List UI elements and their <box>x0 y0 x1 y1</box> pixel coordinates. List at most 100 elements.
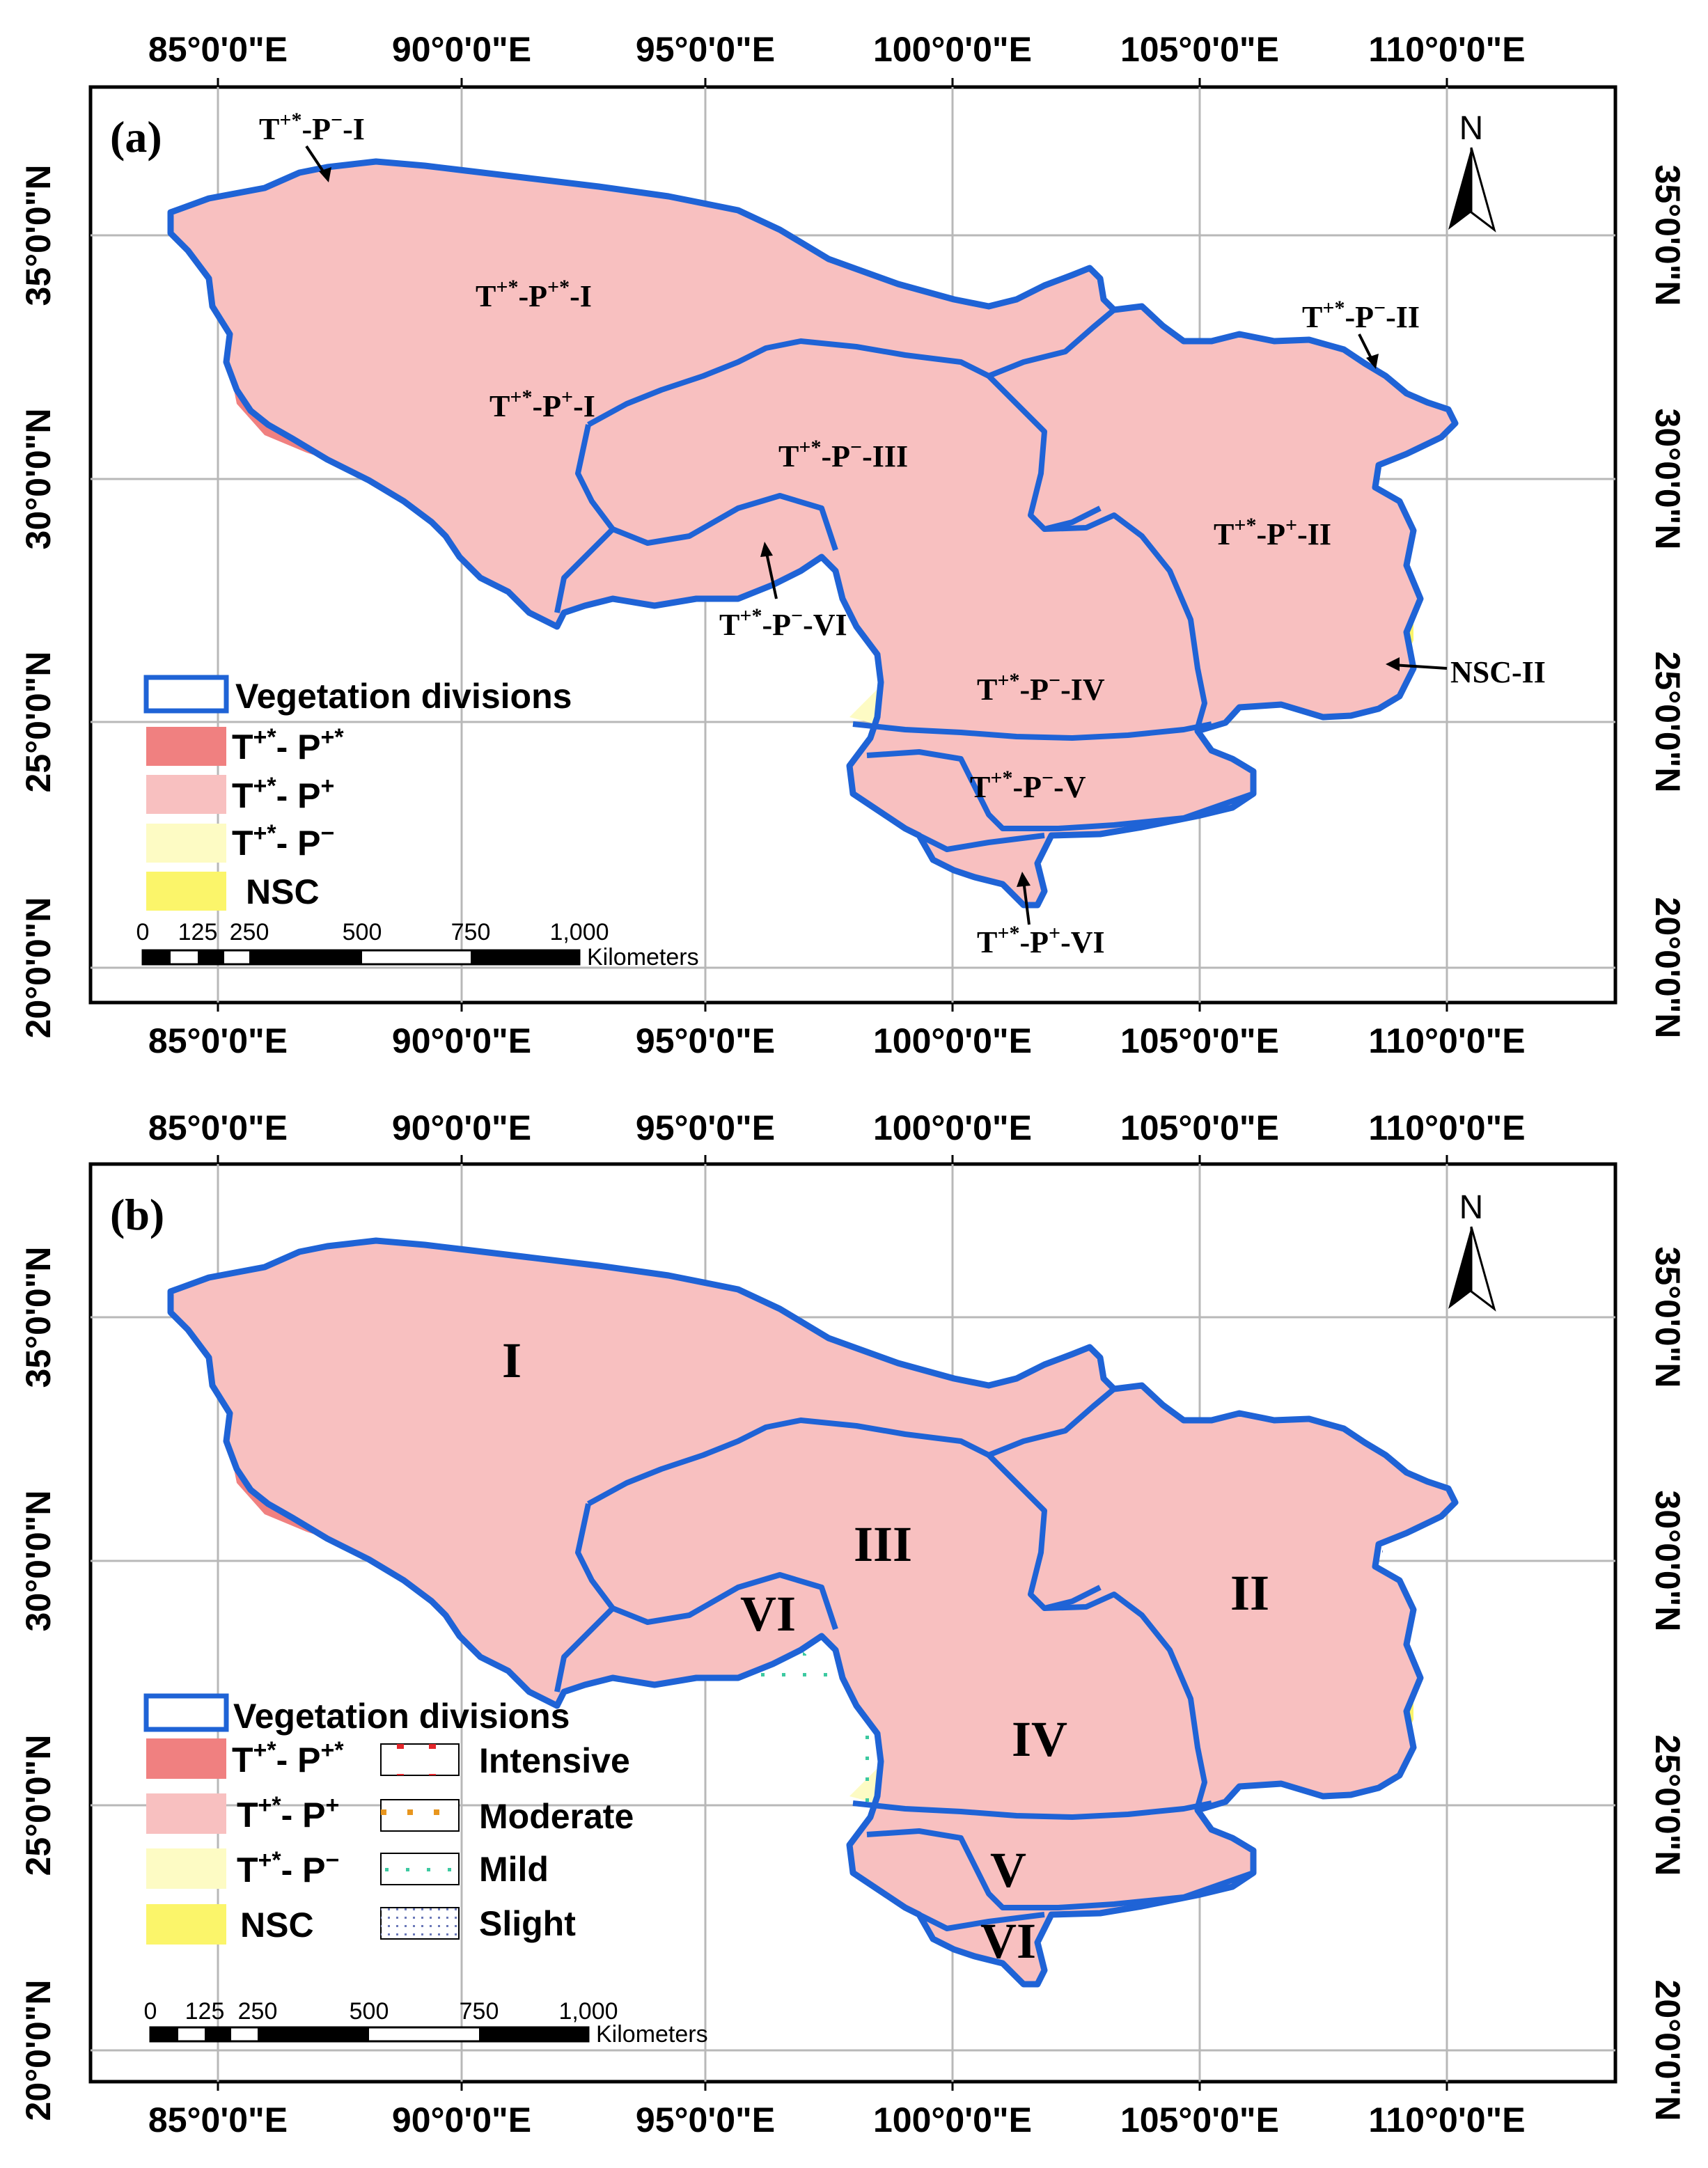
region-label: VI <box>980 1913 1036 1969</box>
lat-label: 25°0'0"N <box>19 1735 58 1876</box>
legend-label: Vegetation divisions <box>235 677 572 716</box>
region-label: T+*-P−-II <box>1302 297 1420 334</box>
right-latitude-labels: 35°0'0"N 30°0'0"N 25°0'0"N 20°0'0"N <box>1648 165 1687 1039</box>
bottom-longitude-labels-a: 85°0'0"E 90°0'0"E 95°0'0"E 100°0'0"E 105… <box>148 1021 1526 1060</box>
lat-label: 20°0'0"N <box>19 1980 58 2121</box>
lat-label: 25°0'0"N <box>1648 652 1687 793</box>
lon-label: 110°0'0"E <box>1368 2100 1525 2139</box>
north-arrow-icon: N <box>1448 110 1496 233</box>
svg-text:0: 0 <box>144 1998 157 2025</box>
lat-label: 30°0'0"N <box>1648 409 1687 550</box>
svg-text:0: 0 <box>136 919 150 945</box>
legend-label: NSC <box>240 1906 314 1945</box>
legend-b: Vegetation divisions T+*- P+* T+*- P+ T+… <box>143 1693 634 1945</box>
legend-label: T+*- P+ <box>232 773 334 815</box>
legend-label: Intensive <box>479 1741 630 1780</box>
svg-text:250: 250 <box>238 1998 278 2025</box>
lat-label: 30°0'0"N <box>1648 1491 1687 1632</box>
svg-text:Kilometers: Kilometers <box>596 2021 708 2048</box>
legend-swatch-divisions <box>143 675 229 714</box>
panel-label: (a) <box>110 112 162 162</box>
lat-label: 35°0'0"N <box>19 1247 58 1388</box>
region-label: T+*-P−-IV <box>977 669 1105 707</box>
svg-text:1,000: 1,000 <box>558 1998 618 2025</box>
region-label: T+*-P−-I <box>259 109 365 146</box>
lat-label: 35°0'0"N <box>19 165 58 306</box>
lon-label: 95°0'0"E <box>636 1021 775 1060</box>
lon-label: 110°0'0"E <box>1368 30 1525 69</box>
lat-label: 25°0'0"N <box>1648 1735 1687 1876</box>
lat-label: 25°0'0"N <box>19 652 58 793</box>
region-label: NSC-II <box>1450 655 1546 689</box>
lon-label: 105°0'0"E <box>1120 1021 1279 1060</box>
region-label: II <box>1230 1565 1269 1621</box>
lon-label: 85°0'0"E <box>148 2100 288 2139</box>
lon-label: 105°0'0"E <box>1120 30 1279 69</box>
lat-label: 20°0'0"N <box>1648 1980 1687 2121</box>
svg-text:750: 750 <box>451 919 491 945</box>
legend-swatch <box>146 872 226 911</box>
legend-swatch <box>146 1738 226 1779</box>
map-area-a <box>171 162 1455 905</box>
map-area-b <box>171 1241 1455 1984</box>
lon-label: 100°0'0"E <box>873 1108 1032 1147</box>
lon-label: 100°0'0"E <box>873 30 1032 69</box>
legend-label: T+*- P− <box>237 1847 339 1890</box>
legend-swatch <box>146 1848 226 1889</box>
lon-label: 85°0'0"E <box>148 1021 288 1060</box>
lon-label: 85°0'0"E <box>148 1108 288 1147</box>
lat-label: 20°0'0"N <box>1648 897 1687 1039</box>
svg-text:750: 750 <box>460 1998 499 2025</box>
left-latitude-labels: 35°0'0"N 30°0'0"N 25°0'0"N 20°0'0"N <box>19 165 58 1039</box>
lon-label: 90°0'0"E <box>392 1108 531 1147</box>
lon-label: 95°0'0"E <box>636 2100 775 2139</box>
region-label: VI <box>740 1586 796 1642</box>
lon-label: 95°0'0"E <box>636 1108 775 1147</box>
lon-label: 95°0'0"E <box>636 30 775 69</box>
region-label: IV <box>1012 1711 1067 1767</box>
region-label: T+*-P+-II <box>1214 514 1331 551</box>
region-label: I <box>502 1333 522 1388</box>
legend-a: Vegetation divisions T+*- P+* T+*- P+ T+… <box>143 675 572 911</box>
svg-text:N: N <box>1459 110 1484 147</box>
ticks <box>217 78 1448 1012</box>
legend-label: T+*- P+ <box>237 1792 339 1835</box>
legend-label: Moderate <box>479 1797 634 1836</box>
legend-label: Mild <box>479 1850 549 1889</box>
panel-b: 85°0'0"E 90°0'0"E 95°0'0"E 100°0'0"E 105… <box>19 1108 1687 2139</box>
legend-swatch <box>146 727 226 766</box>
lon-label: 105°0'0"E <box>1120 2100 1279 2139</box>
legend-label: NSC <box>246 872 320 911</box>
svg-text:Kilometers: Kilometers <box>587 944 699 971</box>
panel-a: 85°0'0"E 90°0'0"E 95°0'0"E 100°0'0"E 105… <box>19 30 1687 1060</box>
region-labels-a: T+*-P−-I T+*-P+*-I T+*-P+-I T+*-P−-III T… <box>259 109 1546 959</box>
right-latitude-labels-b: 35°0'0"N 30°0'0"N 25°0'0"N 20°0'0"N <box>1648 1247 1687 2121</box>
region-labels-b: I II III IV V VI VI <box>502 1333 1269 1969</box>
region-label: T+*-P+*-I <box>476 276 592 313</box>
region-label: T+*-P−-V <box>970 767 1086 804</box>
scale-bar-a: 0 125 250 500 750 1,000 Kilometers <box>136 919 699 971</box>
lat-label: 35°0'0"N <box>1648 165 1687 306</box>
scale-bar-b: 0 125 250 500 750 1,000 Kilometers <box>144 1998 708 2048</box>
legend-swatch-divisions <box>143 1693 229 1732</box>
panel-label: (b) <box>110 1190 164 1239</box>
region-label: V <box>990 1842 1026 1898</box>
svg-text:125: 125 <box>185 1998 225 2025</box>
lon-label: 110°0'0"E <box>1368 1108 1525 1147</box>
left-latitude-labels-b: 35°0'0"N 30°0'0"N 25°0'0"N 20°0'0"N <box>19 1247 58 2121</box>
lon-label: 100°0'0"E <box>873 1021 1032 1060</box>
legend-label: Slight <box>479 1904 576 1943</box>
svg-text:500: 500 <box>350 1998 389 2025</box>
region-label: T+*-P−-VI <box>719 604 847 642</box>
top-longitude-labels: 85°0'0"E 90°0'0"E 95°0'0"E 100°0'0"E 105… <box>148 30 1526 69</box>
region-label: T+*-P+-I <box>489 386 595 423</box>
svg-text:250: 250 <box>230 919 269 945</box>
lat-label: 30°0'0"N <box>19 409 58 550</box>
svg-text:500: 500 <box>343 919 382 945</box>
legend-swatch <box>146 1904 226 1945</box>
lat-label: 30°0'0"N <box>19 1491 58 1632</box>
bottom-longitude-labels-b: 85°0'0"E 90°0'0"E 95°0'0"E 100°0'0"E 105… <box>148 2100 1526 2139</box>
lon-label: 105°0'0"E <box>1120 1108 1279 1147</box>
lon-label: 85°0'0"E <box>148 30 288 69</box>
